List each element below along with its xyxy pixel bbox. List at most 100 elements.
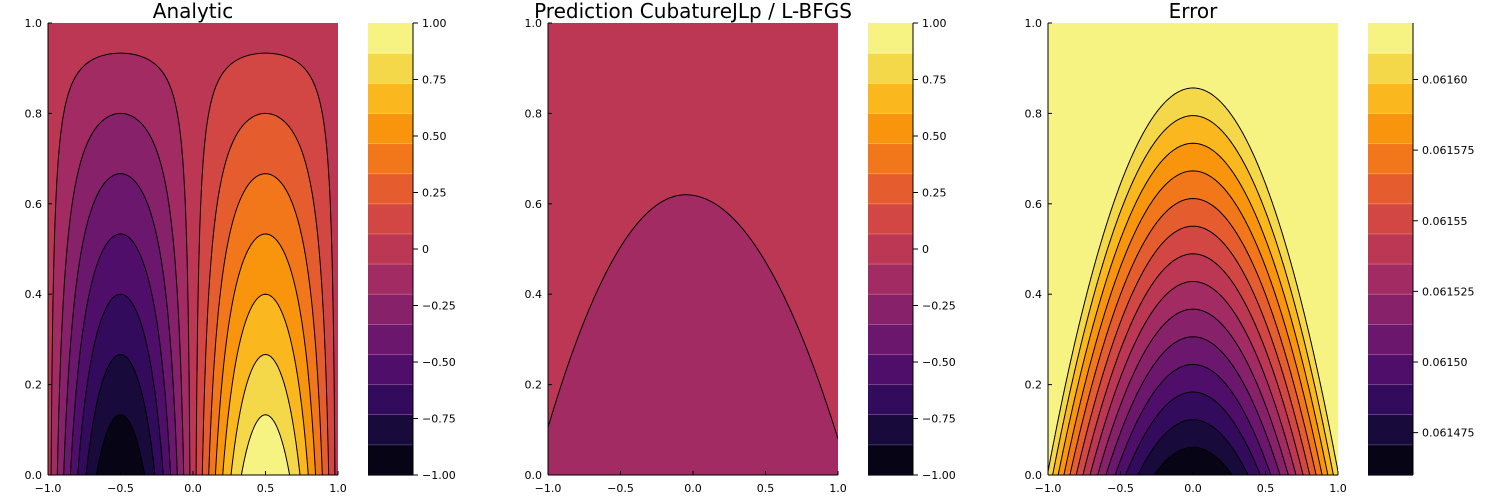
- contour-line: [1082, 253, 1304, 475]
- y-tick-label: 0.6: [25, 198, 43, 211]
- contour-line: [1137, 419, 1249, 475]
- colorbar-tick-label: 0.061525: [1422, 285, 1475, 298]
- x-tick-label: 0.5: [257, 482, 275, 495]
- x-tick-label: 0.0: [184, 482, 202, 495]
- contour-line: [95, 414, 146, 475]
- colorbar-tick-label: −1.00: [922, 469, 956, 482]
- contour-line: [201, 112, 330, 475]
- colorbar-tick-label: 0.50: [422, 130, 447, 143]
- colorbar-band: [1368, 53, 1413, 84]
- x-tick-label: −1.0: [1035, 482, 1062, 495]
- plot-area-error: −1.0 −0.5 0.0 0.5 1.0 0.0 0.2 0.4 0.6 0.8 1.0: [1025, 17, 1347, 495]
- colorbar-band: [1368, 324, 1413, 356]
- colorbar-band: [868, 384, 913, 416]
- colorbar-tick-label: 1.00: [922, 17, 947, 30]
- panel-error: Error −1.0 −0.5 0.0 0.5 1.0 0.0 0.2 0.4 0.6 0.8 1.…: [1025, 0, 1475, 495]
- colorbar-tick-label: −1.00: [422, 469, 456, 482]
- contour-line: [56, 112, 185, 475]
- contour-line: [1153, 446, 1233, 475]
- colorbar-tick-label: 0.06155: [1422, 215, 1468, 228]
- colorbar-band: [1368, 143, 1413, 175]
- colorbar-band: [1368, 83, 1413, 114]
- x-tick-label: −1.0: [35, 482, 62, 495]
- contour-fill: [48, 23, 338, 475]
- colorbar-band: [1368, 233, 1413, 265]
- contour-line: [77, 293, 164, 475]
- plot-area-prediction: −1.0 −0.5 0.0 0.5 1.0 0.0 0.2 0.4 0.6 0.8 1.0: [525, 17, 847, 495]
- colorbar-analytic: −1.00 −0.75 −0.50 −0.25 0 0.25 0.50 0.75 1.00: [368, 17, 456, 482]
- y-tick-label: 0.4: [1025, 288, 1043, 301]
- contour-line: [548, 194, 838, 439]
- colorbar-tick-label: 0.061475: [1422, 427, 1475, 440]
- colorbar-band: [868, 113, 913, 145]
- contour-line: [50, 52, 191, 475]
- colorbar-band: [868, 23, 913, 54]
- colorbar-band: [868, 53, 913, 84]
- colorbar-band: [868, 233, 913, 265]
- x-tick-label: 1.0: [829, 482, 847, 495]
- contour-line: [195, 52, 336, 475]
- colorbar-band: [1368, 173, 1413, 205]
- x-tick-label: 0.0: [684, 482, 702, 495]
- colorbar-tick-label: 0.061575: [1422, 144, 1475, 157]
- contour-line: [69, 233, 172, 475]
- colorbar-band: [868, 354, 913, 386]
- colorbar-tick-label: 0.06160: [1422, 74, 1468, 87]
- y-tick-label: 0.4: [525, 288, 543, 301]
- contour-line: [1057, 142, 1329, 475]
- colorbar-tick-label: −0.25: [422, 300, 456, 313]
- y-tick-label: 0.6: [525, 198, 543, 211]
- panel-analytic: Analytic −1.0 −0.5 0.0 0.5 1.0 0.0 0.2 0.4 0.6 0.…: [25, 0, 456, 495]
- colorbar-band: [368, 324, 413, 356]
- colorbar-band: [868, 414, 913, 446]
- colorbar-band: [368, 444, 413, 476]
- contour-line: [1075, 225, 1311, 475]
- region-inner: [548, 194, 838, 475]
- x-tick-label: 1.0: [1329, 482, 1347, 495]
- contour-line: [63, 173, 178, 475]
- colorbar-tick-label: 0: [422, 243, 429, 256]
- colorbar-band: [1368, 294, 1413, 325]
- colorbar-band: [368, 264, 413, 295]
- y-tick-label: 1.0: [25, 17, 43, 30]
- colorbar-band: [1368, 354, 1413, 386]
- contour-line: [208, 173, 323, 475]
- y-tick-label: 0.4: [25, 288, 43, 301]
- x-tick-label: 0.0: [1184, 482, 1202, 495]
- colorbar-band: [868, 83, 913, 114]
- colorbar-band: [368, 203, 413, 235]
- panel-prediction: Prediction CubatureJLp / L-BFGS −1.0 −0.5…: [525, 0, 956, 495]
- contour-line: [1089, 280, 1297, 475]
- colorbar-band: [368, 414, 413, 446]
- y-tick-label: 0.8: [525, 107, 543, 120]
- colorbar-band: [1368, 203, 1413, 235]
- colorbar-error: 0.061475 0.06150 0.061525 0.06155 0.061575 0.…: [1368, 23, 1475, 476]
- colorbar-band: [368, 143, 413, 175]
- colorbar-band: [368, 173, 413, 205]
- colorbar-band: [368, 384, 413, 416]
- x-tick-label: 0.5: [757, 482, 775, 495]
- y-tick-label: 0.2: [25, 379, 43, 392]
- colorbar-band: [1368, 384, 1413, 416]
- x-tick-label: −1.0: [535, 482, 562, 495]
- x-tick-label: 1.0: [329, 482, 347, 495]
- colorbar-band: [868, 294, 913, 325]
- colorbar-band: [868, 444, 913, 476]
- y-tick-label: 0.8: [25, 107, 43, 120]
- plot-area-analytic: −1.0 −0.5 0.0 0.5 1.0 0.0 0.2 0.4 0.6 0.8 1.0: [25, 17, 347, 495]
- colorbar-band: [868, 173, 913, 205]
- panel-title-prediction: Prediction CubatureJLp / L-BFGS: [534, 0, 852, 23]
- colorbar-band: [368, 113, 413, 145]
- colorbar-band: [368, 354, 413, 386]
- contour-line: [1097, 308, 1289, 475]
- colorbar-band: [868, 324, 913, 356]
- y-tick-label: 0.8: [1025, 107, 1043, 120]
- colorbar-tick-label: 0.50: [922, 130, 947, 143]
- x-tick-label: −0.5: [1107, 482, 1134, 495]
- y-tick-label: 0.6: [1025, 198, 1043, 211]
- contour-line: [1069, 198, 1317, 475]
- contour-line: [214, 233, 317, 475]
- colorbar-band: [1368, 444, 1413, 476]
- colorbar-tick-label: 0.06150: [1422, 356, 1468, 369]
- colorbar-band: [368, 53, 413, 84]
